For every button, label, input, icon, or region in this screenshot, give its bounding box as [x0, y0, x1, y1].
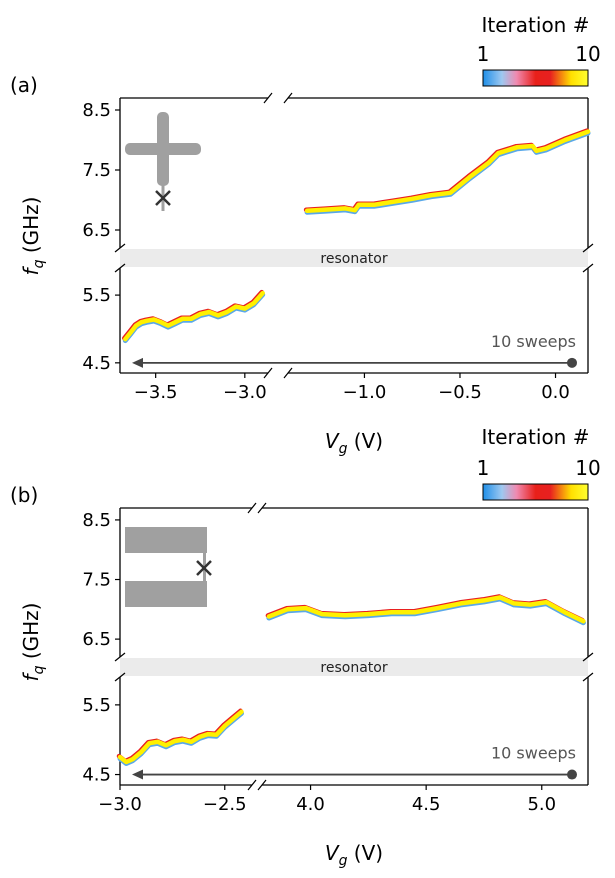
y-tick-label: 5.5 [82, 695, 111, 716]
resonator-label: resonator [320, 251, 387, 267]
x-break-mark [263, 92, 273, 104]
series-lower-left-iter-yellow [117, 709, 244, 765]
x-tick-label: 4.0 [296, 794, 325, 815]
x-tick-label: −1.0 [343, 382, 387, 403]
y-break-mark [114, 672, 126, 682]
cross-gate-lead [161, 179, 165, 211]
x-axis-label: Vg (V) [325, 841, 383, 869]
resonator-band [120, 249, 588, 267]
y-break-mark [582, 672, 594, 682]
gate-marker-x [196, 560, 212, 576]
x-tick-label: −3.0 [223, 382, 267, 403]
x-tick-label: −0.5 [438, 382, 482, 403]
colorbar [482, 483, 589, 501]
capacitor-pad-top [125, 527, 207, 553]
series-upper-right-iter-yellow [304, 129, 591, 214]
x-break-mark [247, 779, 257, 791]
colorbar-max-label: 10 [575, 42, 600, 66]
sweep-label: 10 sweeps [491, 332, 576, 351]
series-lower-left-iter-yellow [123, 290, 265, 342]
y-break-mark [582, 652, 594, 662]
colorbar-min-label: 1 [477, 42, 490, 66]
y-tick-label: 4.5 [82, 353, 111, 374]
series-upper-right-iter-red [303, 128, 590, 213]
y-tick-label: 6.5 [82, 629, 111, 650]
cross-horizontal [125, 143, 201, 155]
colorbar-min-label: 1 [477, 456, 490, 480]
x-tick-label: −3.0 [98, 794, 142, 815]
x-tick-label: −2.5 [203, 794, 247, 815]
x-tick-label: 5.0 [527, 794, 556, 815]
x-break-mark [257, 779, 267, 791]
x-break-mark [263, 367, 273, 379]
x-break-mark [247, 502, 257, 514]
colorbar [482, 69, 589, 87]
sweep-arrow-head [132, 357, 143, 368]
sweep-arrow-start-dot [567, 769, 577, 780]
y-tick-label: 5.5 [82, 285, 111, 306]
x-break-mark [283, 92, 293, 104]
y-break-mark [114, 263, 126, 273]
y-break-mark [114, 652, 126, 662]
capacitor-pad-bottom [125, 581, 207, 607]
panel-a: (a) Iteration # 1 10 resonator 6.5 7.5 8.5 4.5 5.… [10, 13, 601, 457]
y-tick-label: 6.5 [82, 220, 111, 241]
y-tick-label: 8.5 [82, 510, 111, 531]
sweep-label: 10 sweeps [491, 744, 576, 763]
x-tick-label: 0.0 [541, 382, 570, 403]
y-tick-label: 4.5 [82, 765, 111, 786]
y-tick-label: 8.5 [82, 100, 111, 121]
y-axis-label: fq (GHz) [19, 197, 47, 276]
colorbar-max-label: 10 [575, 456, 600, 480]
y-break-mark [114, 243, 126, 253]
resonator-label: resonator [320, 660, 387, 676]
panel-b: (b) Iteration # 1 10 resonator 6.5 7.5 8.5 4.5 5.… [10, 425, 601, 869]
y-tick-label: 7.5 [82, 570, 111, 591]
colorbar-title: Iteration # [482, 13, 590, 37]
x-tick-label: 4.5 [412, 794, 441, 815]
series-lower-left-iter-red [122, 289, 264, 341]
sweep-arrow-start-dot [567, 357, 577, 368]
y-tick-label: 7.5 [82, 160, 111, 181]
y-break-mark [582, 243, 594, 253]
panel-label: (a) [10, 73, 38, 97]
gate-marker-x [155, 190, 171, 206]
colorbar-title: Iteration # [482, 425, 590, 449]
resonator-band [120, 658, 588, 676]
x-break-mark [257, 502, 267, 514]
x-break-mark [283, 367, 293, 379]
sweep-arrow-head [132, 769, 143, 780]
y-break-mark [582, 263, 594, 273]
y-axis-label: fq (GHz) [19, 603, 47, 682]
x-tick-label: −3.5 [134, 382, 178, 403]
series-upper-right-iter-yellow [266, 595, 586, 624]
x-axis-label: Vg (V) [325, 429, 383, 457]
panel-label: (b) [10, 483, 38, 507]
